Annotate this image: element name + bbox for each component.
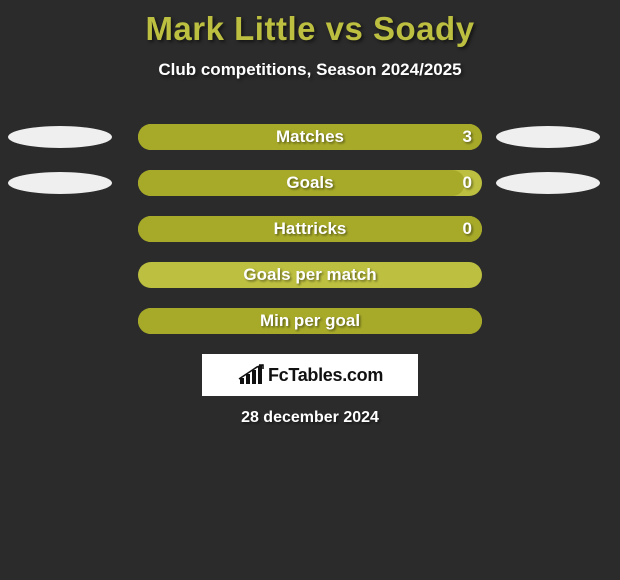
page-title: Mark Little vs Soady [0,0,620,48]
stat-rows: Matches3Goals0Hattricks0Goals per matchM… [0,124,620,354]
stat-row: Goals per match [0,262,620,288]
stat-bar: Goals per match [138,262,482,288]
stat-row: Hattricks0 [0,216,620,242]
stat-label: Goals [138,170,482,196]
logo-badge: FcTables.com [202,354,418,396]
player-left-marker [8,126,112,148]
stat-row: Matches3 [0,124,620,150]
date-label: 28 december 2024 [0,409,620,427]
logo-text: FcTables.com [268,365,383,386]
stat-label: Min per goal [138,308,482,334]
stat-label: Goals per match [138,262,482,288]
stat-label: Matches [138,124,482,150]
stat-row: Goals0 [0,170,620,196]
stat-value: 0 [463,216,472,242]
stats-card: Mark Little vs Soady Club competitions, … [0,0,620,580]
stat-row: Min per goal [0,308,620,334]
stat-bar: Hattricks0 [138,216,482,242]
player-right-marker [496,126,600,148]
bars-icon [237,364,265,386]
stat-value: 3 [463,124,472,150]
stat-bar: Min per goal [138,308,482,334]
player-left-marker [8,172,112,194]
player-right-marker [496,172,600,194]
stat-value: 0 [463,170,472,196]
subtitle: Club competitions, Season 2024/2025 [0,60,620,80]
stat-bar: Matches3 [138,124,482,150]
stat-label: Hattricks [138,216,482,242]
stat-bar: Goals0 [138,170,482,196]
